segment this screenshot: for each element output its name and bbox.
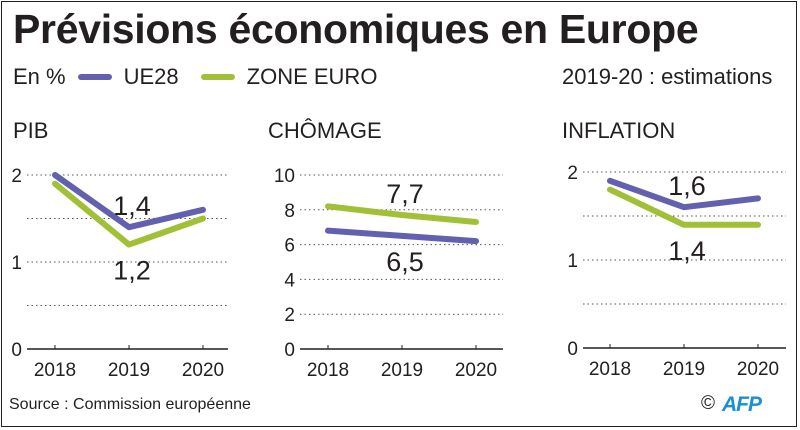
copyright-icon: © [701, 393, 715, 414]
x-tick-label-inflation: 2019 [663, 359, 705, 380]
page-title: Prévisions économiques en Europe [13, 6, 699, 52]
x-tick-label-inflation: 2020 [737, 359, 779, 380]
chart-title-pib: PIB [13, 118, 49, 143]
y-tick-label-chomage: 6 [284, 236, 295, 257]
series-line-ue28-inflation [607, 177, 761, 211]
x-tick-label-pib: 2020 [182, 360, 224, 381]
x-tick-label-pib: 2018 [34, 360, 76, 381]
data-label-chomage: 6,5 [386, 247, 424, 277]
afp-logo: AFP [722, 393, 762, 416]
series-line-zone-euro-inflation [607, 186, 761, 228]
legend-swatch-ue28 [77, 74, 112, 80]
y-tick-label-chomage: 4 [284, 270, 295, 291]
y-tick-label-pib: 1 [11, 253, 22, 274]
chart-title-chomage: CHÔMAGE [268, 118, 382, 143]
y-tick-label-chomage: 10 [274, 166, 295, 187]
unit-label: En % [13, 64, 66, 89]
series-line-ue28-chomage [325, 227, 479, 245]
estimates-note: 2019-20 : estimations [562, 64, 773, 89]
y-tick-label-inflation: 2 [567, 163, 578, 184]
legend-label-zone-euro: ZONE EURO [246, 64, 378, 89]
y-tick-label-chomage: 0 [284, 340, 295, 361]
y-tick-label-pib: 2 [11, 166, 22, 187]
legend: En % UE28 ZONE EURO [13, 64, 377, 90]
x-tick-label-chomage: 2018 [307, 360, 349, 381]
x-tick-label-pib: 2019 [108, 360, 150, 381]
data-label-inflation: 1,4 [668, 236, 706, 266]
y-tick-label-inflation: 1 [567, 251, 578, 272]
data-label-pib: 1,4 [113, 191, 151, 221]
source-text: Source : Commission européenne [9, 396, 251, 413]
data-label-pib: 1,2 [113, 256, 151, 286]
data-label-chomage: 7,7 [386, 179, 424, 209]
y-tick-label-chomage: 2 [284, 305, 295, 326]
y-tick-label-inflation: 0 [567, 339, 578, 360]
y-tick-label-chomage: 8 [284, 201, 295, 222]
data-label-inflation: 1,6 [668, 171, 706, 201]
legend-label-ue28: UE28 [123, 64, 179, 89]
x-tick-label-inflation: 2018 [589, 359, 631, 380]
series-line-zone-euro-pib [52, 180, 206, 248]
x-tick-label-chomage: 2019 [381, 360, 423, 381]
x-tick-label-chomage: 2020 [455, 360, 497, 381]
y-tick-label-pib: 0 [11, 340, 22, 361]
series-line-zone-euro-chomage [325, 203, 479, 225]
chart-title-inflation: INFLATION [562, 118, 676, 143]
series-line-ue28-pib [52, 172, 206, 231]
legend-swatch-zone-euro [200, 74, 235, 80]
